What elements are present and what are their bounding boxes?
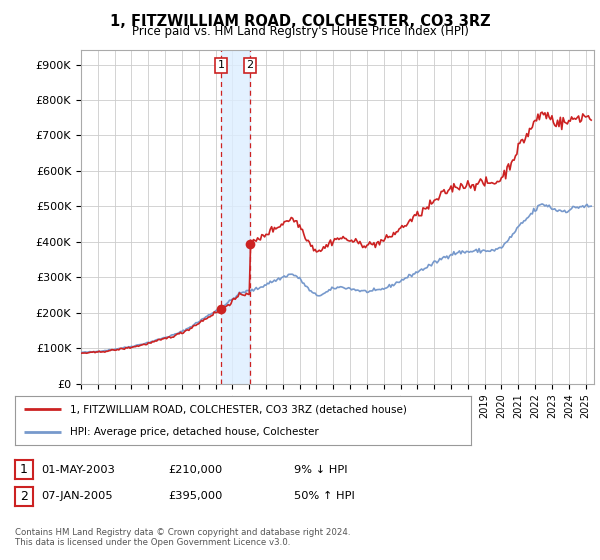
Text: 2: 2 — [247, 60, 253, 71]
Text: HPI: Average price, detached house, Colchester: HPI: Average price, detached house, Colc… — [70, 427, 319, 437]
Text: Contains HM Land Registry data © Crown copyright and database right 2024.
This d: Contains HM Land Registry data © Crown c… — [15, 528, 350, 547]
Text: £395,000: £395,000 — [168, 492, 223, 501]
Text: 2: 2 — [20, 490, 28, 503]
Text: 01-MAY-2003: 01-MAY-2003 — [41, 465, 115, 474]
Text: 1, FITZWILLIAM ROAD, COLCHESTER, CO3 3RZ (detached house): 1, FITZWILLIAM ROAD, COLCHESTER, CO3 3RZ… — [70, 404, 407, 414]
Text: 1: 1 — [218, 60, 224, 71]
Text: £210,000: £210,000 — [168, 465, 222, 474]
Text: 1, FITZWILLIAM ROAD, COLCHESTER, CO3 3RZ: 1, FITZWILLIAM ROAD, COLCHESTER, CO3 3RZ — [110, 14, 490, 29]
Text: 07-JAN-2005: 07-JAN-2005 — [41, 492, 112, 501]
Text: 1: 1 — [20, 463, 28, 476]
Text: Price paid vs. HM Land Registry's House Price Index (HPI): Price paid vs. HM Land Registry's House … — [131, 25, 469, 38]
Bar — [221, 50, 250, 384]
Text: 50% ↑ HPI: 50% ↑ HPI — [294, 492, 355, 501]
Text: 9% ↓ HPI: 9% ↓ HPI — [294, 465, 347, 474]
